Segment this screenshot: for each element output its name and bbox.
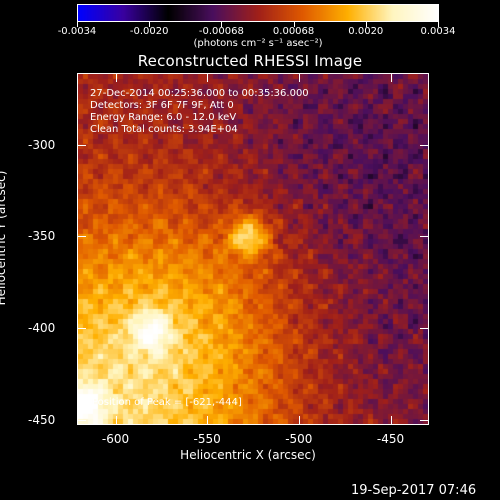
colorbar-tick-label: -0.0034 — [57, 26, 97, 37]
y-tick-label: -400 — [28, 320, 56, 335]
colorbar-ticks — [77, 22, 439, 28]
x-axis-label: Heliocentric X (arcsec) — [180, 448, 316, 462]
time-range-annotation: 27-Dec-2014 00:25:36.000 to 00:35:36.000 — [90, 88, 309, 99]
colorbar-tick — [438, 22, 439, 27]
colorbar-tick-label: 0.00068 — [272, 26, 315, 37]
x-tick-label: -550 — [193, 432, 221, 446]
colorbar-tick-label: -0.00068 — [198, 26, 244, 37]
colorbar-tick — [221, 22, 223, 27]
footer-timestamp: 19-Sep-2017 07:46 — [351, 483, 477, 498]
colorbar-units: (photons cm⁻² s⁻¹ asec⁻²) — [193, 38, 323, 49]
x-axis-tick — [115, 74, 117, 82]
detectors-annotation: Detectors: 3F 6F 7F 9F, Att 0 — [90, 100, 234, 111]
colorbar-tick — [149, 22, 151, 27]
colorbar-tick — [365, 22, 367, 27]
colorbar-tick — [77, 22, 78, 27]
heatmap-image — [78, 74, 428, 424]
peak-position-annotation: Position of Peak = [-621,-444] — [92, 397, 242, 408]
colorbar-tick-label: 0.0020 — [348, 26, 384, 37]
plot-area: 27-Dec-2014 00:25:36.000 to 00:35:36.000… — [77, 73, 429, 425]
y-axis-tick — [78, 327, 86, 329]
y-tick-label: -350 — [28, 229, 56, 244]
x-tick-label: -600 — [101, 432, 130, 446]
chart-title: Reconstructed RHESSI Image — [137, 52, 363, 70]
y-axis-tick — [78, 419, 86, 421]
x-axis-tick — [207, 74, 209, 82]
y-axis-tick — [420, 327, 428, 329]
x-axis-tick — [390, 416, 392, 424]
colorbar-tick-label: 0.0034 — [420, 26, 456, 37]
colorbar-tick — [293, 22, 295, 27]
y-axis-tick — [420, 144, 428, 146]
energy-range-annotation: Energy Range: 6.0 - 12.0 keV — [90, 112, 237, 123]
y-tick-label: -300 — [28, 137, 56, 152]
x-axis-tick — [390, 74, 392, 82]
colorbar-tick-label: -0.0020 — [129, 26, 169, 37]
x-axis-tick — [207, 416, 209, 424]
x-axis-tick — [298, 416, 300, 424]
y-axis-tick — [420, 236, 428, 238]
y-axis-label: Heliocentric Y (arcsec) — [0, 170, 8, 306]
x-tick-label: -500 — [285, 432, 313, 446]
y-tick-label: -450 — [28, 412, 56, 427]
y-axis-tick — [78, 144, 86, 146]
x-axis-tick — [115, 416, 117, 424]
x-axis-tick — [298, 74, 300, 82]
y-axis-tick — [420, 419, 428, 421]
y-axis-tick — [78, 236, 86, 238]
colorbar — [77, 4, 439, 22]
x-tick-label: -450 — [376, 432, 405, 446]
clean-annotation: Clean Total counts: 3.94E+04 — [90, 124, 238, 135]
